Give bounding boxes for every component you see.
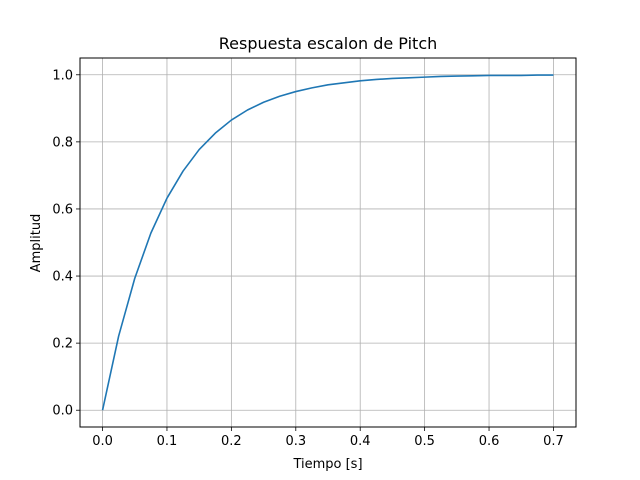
x-tick-label: 0.4 xyxy=(350,434,371,449)
x-tick-label: 0.6 xyxy=(479,434,500,449)
x-tick-label: 0.2 xyxy=(221,434,242,449)
ticks: 0.0 0.1 0.2 0.3 0.4 0.5 0.6 0.7 0.0 0.2 0.4 0.6 0.8 1… xyxy=(52,68,563,449)
x-tick-label: 0.5 xyxy=(414,434,435,449)
x-tick-label: 0.1 xyxy=(157,434,178,449)
y-tick-label: 1.0 xyxy=(52,68,73,83)
x-axis-label: Tiempo [s] xyxy=(292,457,362,472)
y-tick-label: 0.0 xyxy=(52,404,73,419)
chart-title: Respuesta escalon de Pitch xyxy=(219,34,438,53)
x-tick-label: 0.7 xyxy=(543,434,564,449)
y-axis-label: Amplitud xyxy=(29,214,44,273)
y-tick-label: 0.8 xyxy=(52,135,73,150)
y-tick-label: 0.4 xyxy=(52,270,73,285)
series-line-0 xyxy=(101,74,554,411)
y-tick-label: 0.2 xyxy=(52,337,73,352)
series-layer xyxy=(101,74,554,411)
plot-frame xyxy=(79,57,577,428)
y-tick-label: 0.6 xyxy=(52,202,73,217)
x-tick-label: 0.3 xyxy=(285,434,306,449)
x-tick-label: 0.0 xyxy=(92,434,113,449)
